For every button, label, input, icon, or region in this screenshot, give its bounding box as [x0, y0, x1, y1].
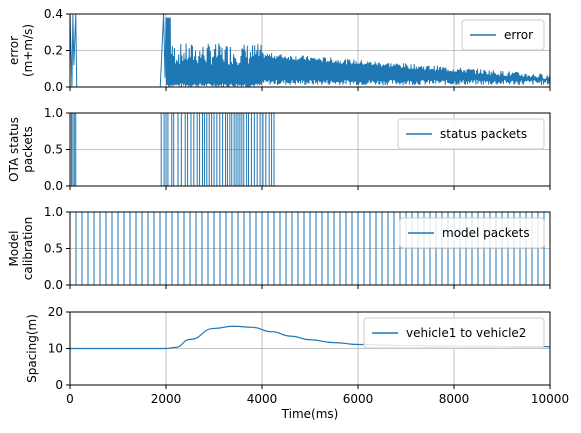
y-axis-label: OTA statuspackets [7, 117, 35, 182]
subplot-4: 0 10 20 0 2000 4000 6000 8000 10000 Spacing(m) Tim… [25, 305, 569, 421]
legend-box [363, 317, 545, 349]
x-tick-label: 8000 [439, 392, 470, 406]
y-tick-label: 0.5 [44, 143, 63, 157]
chart-panels: 0.0 0.2 0.4 error(m+m/s) error 0.0 0.5 1.0 OTA s… [7, 7, 569, 421]
x-tick-label: 2000 [151, 392, 182, 406]
y-tick-label: 20 [48, 305, 63, 319]
legend: model packets [399, 217, 545, 249]
legend-label: error [504, 28, 533, 42]
legend: error [461, 19, 545, 51]
legend-box [461, 19, 545, 51]
y-axis-label: error(m+m/s) [7, 24, 35, 77]
legend-label: status packets [440, 127, 527, 141]
legend-label: vehicle1 to vehicle2 [406, 326, 526, 340]
x-tick-label: 10000 [531, 392, 569, 406]
y-tick-label: 0.0 [44, 80, 63, 94]
y-tick-label: 0.5 [44, 242, 63, 256]
y-tick-label: 0 [55, 378, 63, 392]
series-2 [70, 113, 550, 186]
legend-box [399, 217, 545, 249]
legend: status packets [397, 118, 545, 150]
series-line [70, 14, 550, 87]
y-tick-label: 10 [48, 342, 63, 356]
y-axis-label: Spacing(m) [25, 314, 39, 383]
x-tick-label: 6000 [343, 392, 374, 406]
subplot-2: 0.0 0.5 1.0 OTA statuspackets status packets [7, 106, 551, 193]
y-axis-label: Modelcalibration [7, 217, 35, 281]
y-tick-label: 0.0 [44, 179, 63, 193]
legend-label: model packets [442, 226, 530, 240]
subplot-3: 0.0 0.5 1.0 Modelcalibration model packets [7, 205, 551, 292]
x-axis-label: Time(ms) [281, 407, 339, 421]
x-tick-label: 0 [66, 392, 74, 406]
y-tick-label: 0.2 [44, 44, 63, 58]
y-tick-label: 1.0 [44, 106, 63, 120]
legend-box [397, 118, 545, 150]
y-tick-label: 0.4 [44, 7, 63, 21]
subplot-1: 0.0 0.2 0.4 error(m+m/s) error [7, 7, 551, 94]
legend: vehicle1 to vehicle2 [363, 317, 545, 349]
y-tick-label: 1.0 [44, 205, 63, 219]
series-1 [70, 14, 550, 87]
x-tick-label: 4000 [247, 392, 278, 406]
y-tick-label: 0.0 [44, 278, 63, 292]
